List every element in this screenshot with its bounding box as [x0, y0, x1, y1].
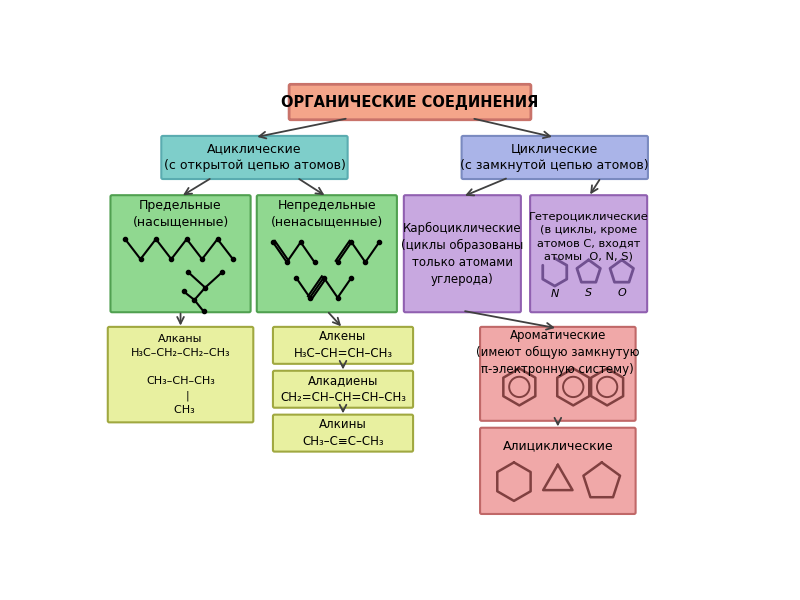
Text: Алкадиены
CH₂=CH–CH=CH–CH₃: Алкадиены CH₂=CH–CH=CH–CH₃ — [280, 374, 406, 404]
FancyBboxPatch shape — [480, 428, 636, 514]
FancyBboxPatch shape — [480, 327, 636, 421]
FancyBboxPatch shape — [257, 195, 397, 312]
Text: Алициклические: Алициклические — [502, 440, 613, 453]
FancyBboxPatch shape — [530, 195, 647, 312]
Text: Алканы
H₃C–CH₂–CH₂–CH₃

CH₃–CH–CH₃
    |
  CH₃: Алканы H₃C–CH₂–CH₂–CH₃ CH₃–CH–CH₃ | CH₃ — [130, 334, 230, 415]
Text: Непредельные
(ненасыщенные): Непредельные (ненасыщенные) — [270, 199, 383, 229]
FancyBboxPatch shape — [273, 415, 413, 452]
FancyBboxPatch shape — [273, 327, 413, 364]
FancyBboxPatch shape — [273, 371, 413, 408]
Text: Алкины
CH₃–C≡C–CH₃: Алкины CH₃–C≡C–CH₃ — [302, 418, 384, 448]
FancyBboxPatch shape — [289, 85, 531, 120]
FancyBboxPatch shape — [462, 136, 648, 179]
Text: Карбоциклические
(циклы образованы
только атомами
углерода): Карбоциклические (циклы образованы тольк… — [402, 221, 523, 286]
Text: O: O — [618, 287, 626, 298]
Text: Циклические
(с замкнутой цепью атомов): Циклические (с замкнутой цепью атомов) — [461, 142, 649, 172]
Text: ОРГАНИЧЕСКИЕ СОЕДИНЕНИЯ: ОРГАНИЧЕСКИЕ СОЕДИНЕНИЯ — [282, 95, 538, 110]
Text: Предельные
(насыщенные): Предельные (насыщенные) — [133, 199, 229, 229]
Text: Ациклические
(с открытой цепью атомов): Ациклические (с открытой цепью атомов) — [163, 142, 346, 172]
FancyBboxPatch shape — [404, 195, 521, 312]
FancyBboxPatch shape — [108, 327, 254, 422]
Text: Гетероциклические
(в циклы, кроме
атомов С, входят
атомы  O, N, S): Гетероциклические (в циклы, кроме атомов… — [529, 212, 649, 262]
FancyBboxPatch shape — [110, 195, 250, 312]
Text: S: S — [585, 287, 592, 298]
Text: N: N — [550, 289, 559, 299]
Text: Алкены
H₃C–CH=CH–CH₃: Алкены H₃C–CH=CH–CH₃ — [294, 331, 393, 361]
Text: Ароматические
(имеют общую замкнутую
π-электронную систему): Ароматические (имеют общую замкнутую π-э… — [476, 329, 639, 376]
FancyBboxPatch shape — [162, 136, 348, 179]
